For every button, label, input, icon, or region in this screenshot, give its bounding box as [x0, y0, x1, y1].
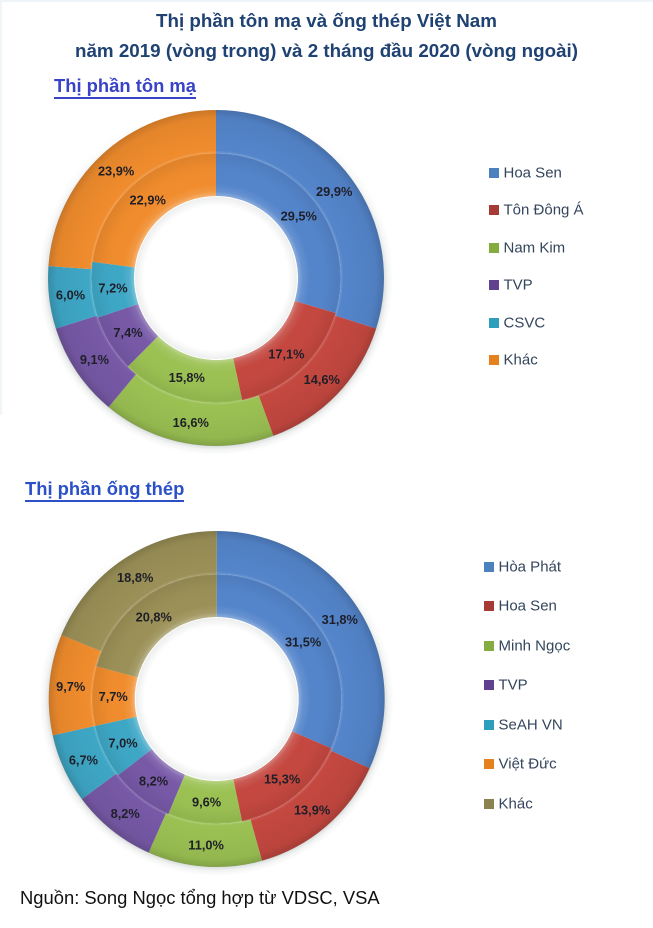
svg-text:20,8%: 20,8% — [136, 609, 173, 624]
svg-text:11,0%: 11,0% — [188, 838, 224, 853]
svg-text:7,7%: 7,7% — [99, 689, 129, 704]
svg-text:7,0%: 7,0% — [108, 735, 138, 750]
svg-text:31,8%: 31,8% — [322, 612, 359, 627]
svg-text:29,5%: 29,5% — [281, 208, 318, 223]
svg-text:23,9%: 23,9% — [98, 163, 135, 178]
svg-text:8,2%: 8,2% — [111, 806, 141, 821]
svg-text:31,5%: 31,5% — [285, 635, 322, 650]
svg-text:18,8%: 18,8% — [117, 570, 154, 585]
svg-text:9,7%: 9,7% — [56, 679, 86, 694]
svg-text:7,4%: 7,4% — [113, 325, 143, 340]
svg-text:7,2%: 7,2% — [98, 280, 128, 295]
svg-text:8,2%: 8,2% — [139, 774, 169, 789]
svg-text:6,0%: 6,0% — [56, 288, 86, 303]
svg-text:15,3%: 15,3% — [264, 772, 301, 787]
svg-text:16,6%: 16,6% — [173, 415, 210, 430]
svg-text:9,1%: 9,1% — [80, 352, 110, 367]
svg-text:14,6%: 14,6% — [304, 372, 341, 387]
svg-text:6,7%: 6,7% — [69, 752, 99, 767]
svg-text:9,6%: 9,6% — [192, 795, 222, 810]
svg-text:22,9%: 22,9% — [130, 193, 167, 208]
svg-text:15,8%: 15,8% — [169, 370, 206, 385]
svg-text:17,1%: 17,1% — [268, 346, 305, 361]
svg-text:29,9%: 29,9% — [316, 184, 353, 199]
svg-text:13,9%: 13,9% — [294, 803, 331, 818]
